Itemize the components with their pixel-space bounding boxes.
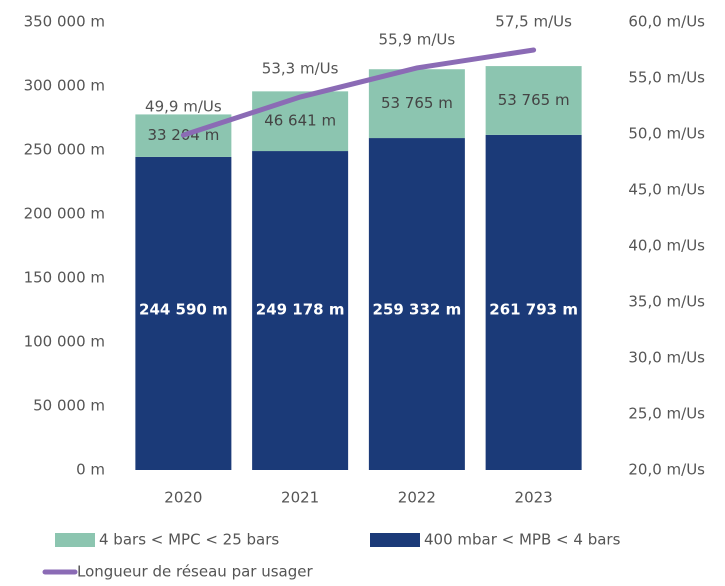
y2-tick-label: 30,0 m/Us <box>628 349 705 367</box>
y-tick-label: 250 000 m <box>24 141 105 159</box>
bar-value-label: 46 641 m <box>264 112 336 130</box>
x-tick-label: 2023 <box>515 489 553 507</box>
bar-segment <box>252 91 349 152</box>
bar-value-label: 261 793 m <box>489 301 578 319</box>
bar-value-label: 53 765 m <box>381 94 453 112</box>
legend-swatch <box>55 533 95 547</box>
x-tick-label: 2020 <box>164 489 202 507</box>
line-value-label: 55,9 m/Us <box>379 30 456 48</box>
y-tick-label: 0 m <box>76 461 105 479</box>
x-tick-label: 2022 <box>398 489 436 507</box>
y-tick-label: 300 000 m <box>24 77 105 95</box>
y2-tick-label: 50,0 m/Us <box>628 125 705 143</box>
y2-tick-label: 45,0 m/Us <box>628 181 705 199</box>
legend-label: Longueur de réseau par usager <box>77 563 313 581</box>
y-tick-label: 200 000 m <box>24 205 105 223</box>
y-tick-label: 100 000 m <box>24 333 105 351</box>
y2-tick-label: 60,0 m/Us <box>628 13 705 31</box>
y2-tick-label: 35,0 m/Us <box>628 293 705 311</box>
y2-tick-label: 55,0 m/Us <box>628 69 705 87</box>
line-value-label: 49,9 m/Us <box>145 98 222 116</box>
bar-value-label: 244 590 m <box>139 301 228 319</box>
y-tick-label: 50 000 m <box>33 397 105 415</box>
bar-segment <box>485 66 582 135</box>
bar-value-label: 249 178 m <box>256 301 345 319</box>
y2-tick-label: 40,0 m/Us <box>628 237 705 255</box>
bar-value-label: 259 332 m <box>373 301 462 319</box>
bar-segment <box>135 156 232 470</box>
y2-tick-label: 20,0 m/Us <box>628 461 705 479</box>
legend-label: 4 bars < MPC < 25 bars <box>99 531 279 549</box>
x-tick-label: 2021 <box>281 489 319 507</box>
line-series <box>180 47 537 138</box>
legend-label: 400 mbar < MPB < 4 bars <box>424 531 621 549</box>
bar-segment <box>485 134 582 470</box>
bar-segment <box>368 138 465 470</box>
y-tick-label: 150 000 m <box>24 269 105 287</box>
bar-value-label: 53 765 m <box>498 91 570 109</box>
y-tick-label: 350 000 m <box>24 13 105 31</box>
line-value-label: 53,3 m/Us <box>262 60 339 78</box>
bar-segment <box>252 151 349 470</box>
bar-segment <box>368 69 465 139</box>
line-value-label: 57,5 m/Us <box>495 13 572 31</box>
legend-swatch <box>370 533 420 547</box>
y2-tick-label: 25,0 m/Us <box>628 405 705 423</box>
